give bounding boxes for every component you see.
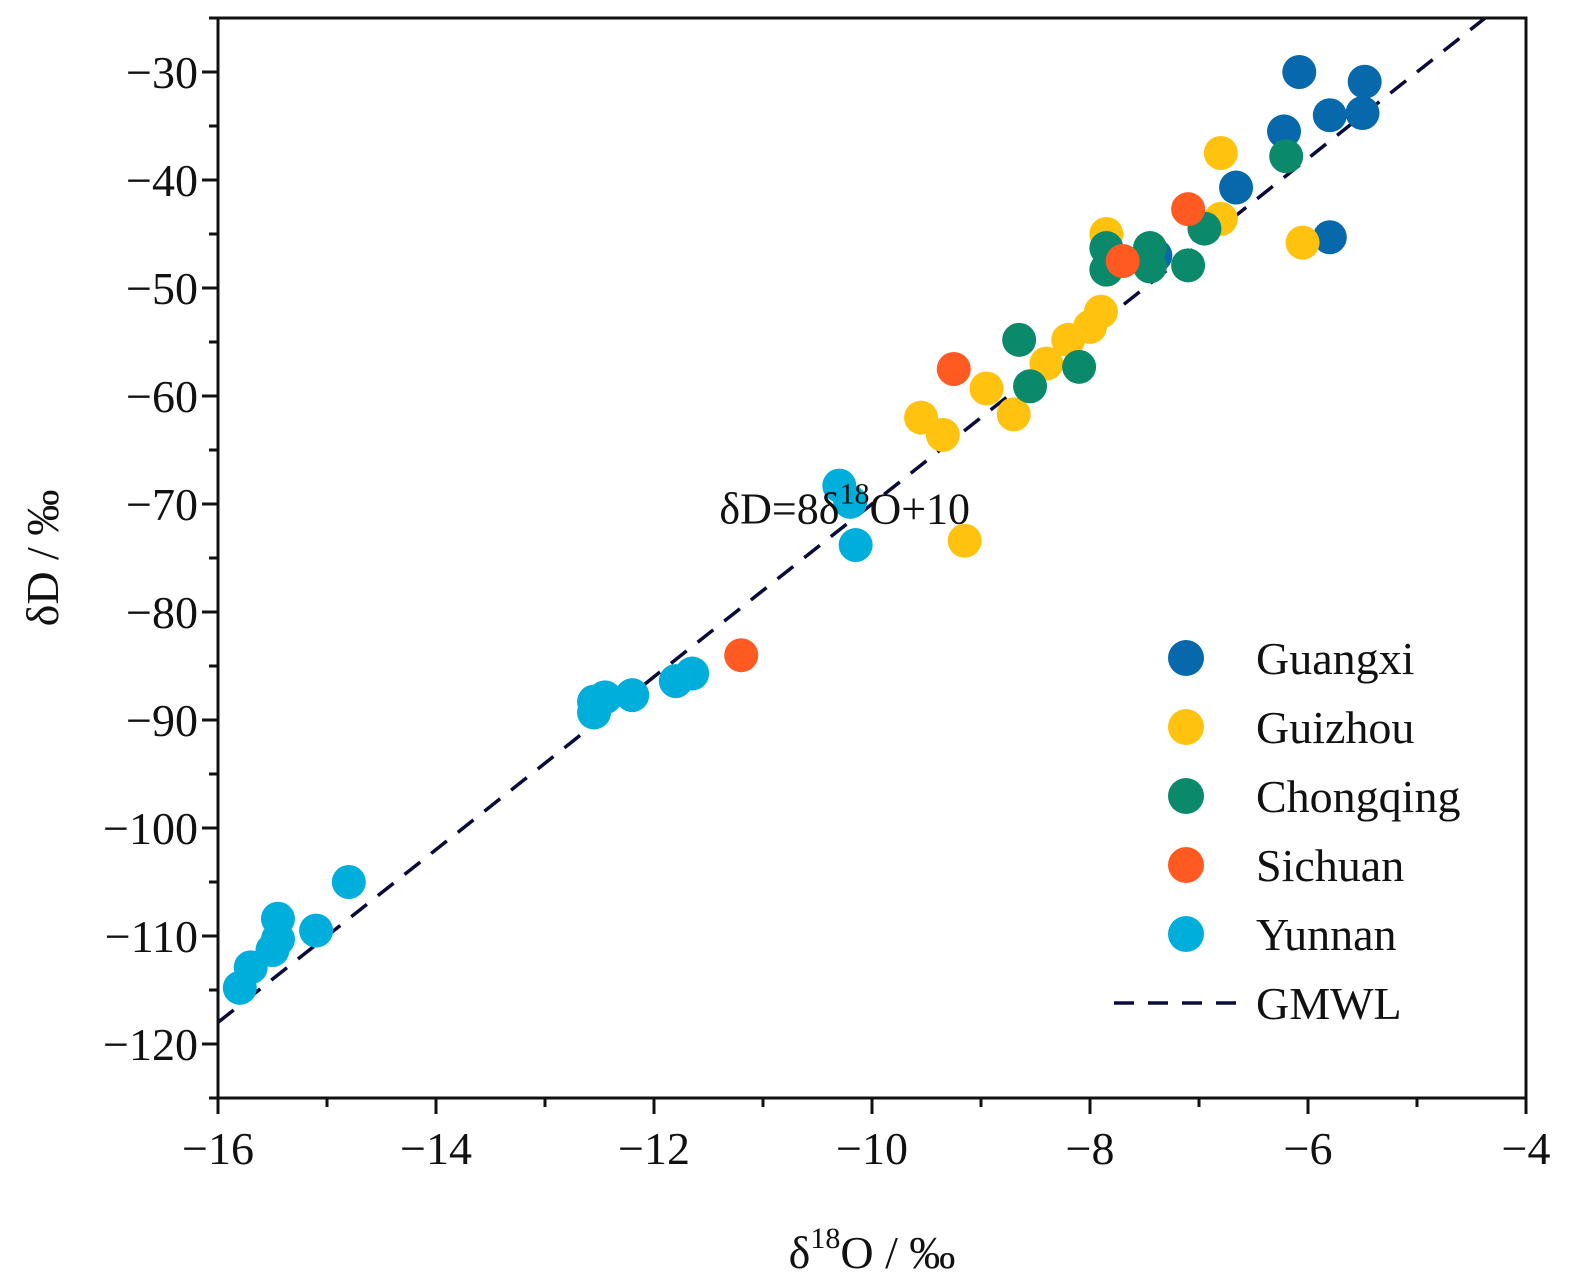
point-chongqing [1269,139,1304,174]
point-sichuan [1105,244,1140,278]
y-tick-label: −60 [126,371,198,422]
point-sichuan [1171,192,1206,227]
legend-marker-guizhou [1168,709,1204,745]
point-guizhou [925,417,960,452]
point-yunnan [838,528,873,563]
point-yunnan [833,484,868,519]
point-chongqing [1062,349,1097,384]
legend-label-gmwl: GMWL [1256,978,1402,1029]
point-guangxi [1282,55,1317,89]
point-guizhou [947,523,982,558]
legend: Guangxi Guizhou Chongqing Sichuan Yunnan GMWL [1114,633,1460,1029]
legend-marker-yunnan [1168,916,1204,952]
gmwl-line [218,18,1488,1024]
point-guizhou [1285,225,1320,260]
gmwl-equation: δD=8δ18O+10 [719,477,970,533]
x-axis-title-rest: O / ‰ [840,1227,955,1278]
legend-label-guangxi: Guangxi [1256,633,1414,684]
point-guangxi [1219,170,1254,205]
point-yunnan [658,664,693,699]
equation-pre: δD=8δ [719,484,839,533]
point-guangxi [1312,220,1347,255]
point-guangxi [1312,98,1347,133]
point-chongqing [1171,248,1206,283]
legend-marker-chongqing [1168,778,1204,814]
x-axis-title-sup: 18 [810,1222,840,1255]
x-axis-title: δ18O / ‰ [789,1222,956,1278]
x-tick-label: −8 [1066,1123,1115,1174]
y-tick-label: −50 [126,263,198,314]
point-guangxi [1347,64,1382,99]
x-tick-label: −10 [836,1123,908,1174]
plot-frame [216,16,1528,1100]
axis-tick-labels: −16 −14 −12 −10 −8 −6 −4 −120 −110 −100 −90 −80 −70 −… [103,47,1550,1174]
point-yunnan [331,865,366,899]
point-guizhou [969,371,1004,406]
legend-label-sichuan: Sichuan [1256,840,1404,891]
x-tick-label: −12 [618,1123,690,1174]
point-guangxi [1267,114,1302,149]
point-yunnan [615,678,650,713]
axis-ticks [202,16,1528,1114]
y-tick-label: −120 [103,1019,198,1070]
legend-label-chongqing: Chongqing [1256,771,1460,822]
data-points [222,55,1382,1005]
y-tick-label: −80 [126,587,198,638]
y-tick-label: −100 [103,803,198,854]
point-guangxi [1345,96,1380,131]
legend-marker-sichuan [1168,847,1204,883]
y-tick-label: −70 [126,479,198,530]
point-yunnan [577,695,612,730]
legend-label-guizhou: Guizhou [1256,702,1414,753]
y-tick-label: −30 [126,47,198,98]
point-chongqing [1132,249,1167,284]
point-guizhou [1203,136,1238,170]
point-yunnan [299,913,334,948]
x-tick-label: −14 [400,1123,472,1174]
point-guizhou [1051,322,1086,357]
y-tick-label: −40 [126,155,198,206]
y-tick-label: −110 [105,911,198,962]
gmwl-line-group [218,18,1488,1024]
x-tick-label: −6 [1284,1123,1333,1174]
point-chongqing [1013,369,1048,404]
point-yunnan [222,970,257,1005]
point-sichuan [936,352,971,386]
legend-label-yunnan: Yunnan [1256,909,1397,960]
equation-sup: 18 [839,477,869,510]
point-sichuan [724,638,759,673]
point-guizhou [996,397,1031,432]
point-chongqing [1002,322,1037,357]
y-axis-title: δD / ‰ [17,490,68,627]
y-tick-label: −90 [126,695,198,746]
equation-post: O+10 [869,484,970,533]
x-tick-label: −4 [1502,1123,1551,1174]
legend-marker-guangxi [1168,640,1204,676]
x-tick-label: −16 [182,1123,254,1174]
x-axis-title-main: δ [789,1227,811,1278]
